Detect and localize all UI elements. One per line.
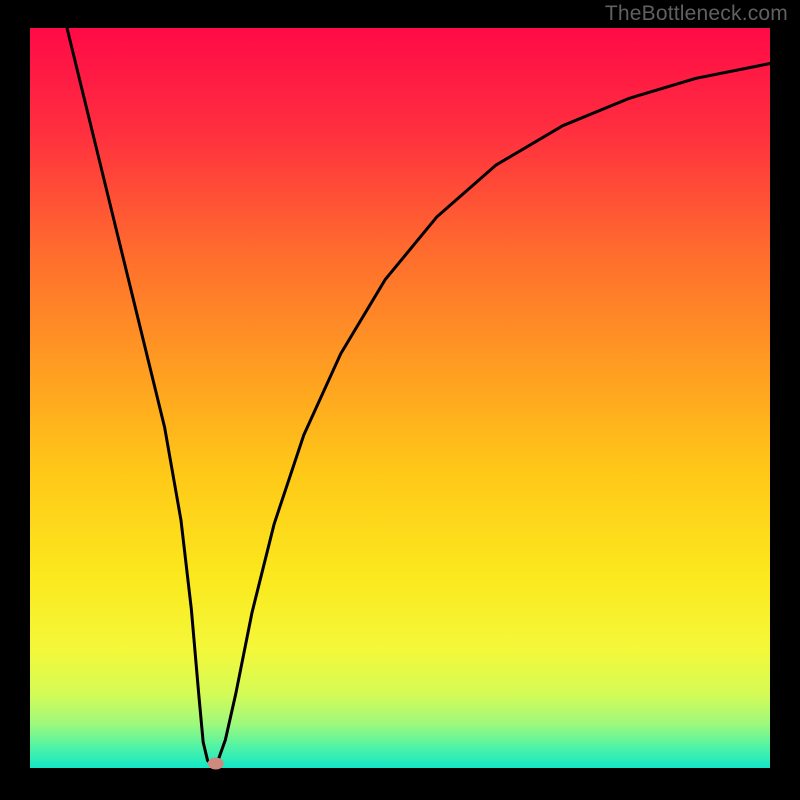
- root-container: TheBottleneck.com: [0, 0, 800, 800]
- bottleneck-chart: [0, 0, 800, 800]
- optimal-marker: [208, 758, 224, 770]
- watermark-text: TheBottleneck.com: [605, 2, 788, 26]
- plot-area: [30, 28, 770, 768]
